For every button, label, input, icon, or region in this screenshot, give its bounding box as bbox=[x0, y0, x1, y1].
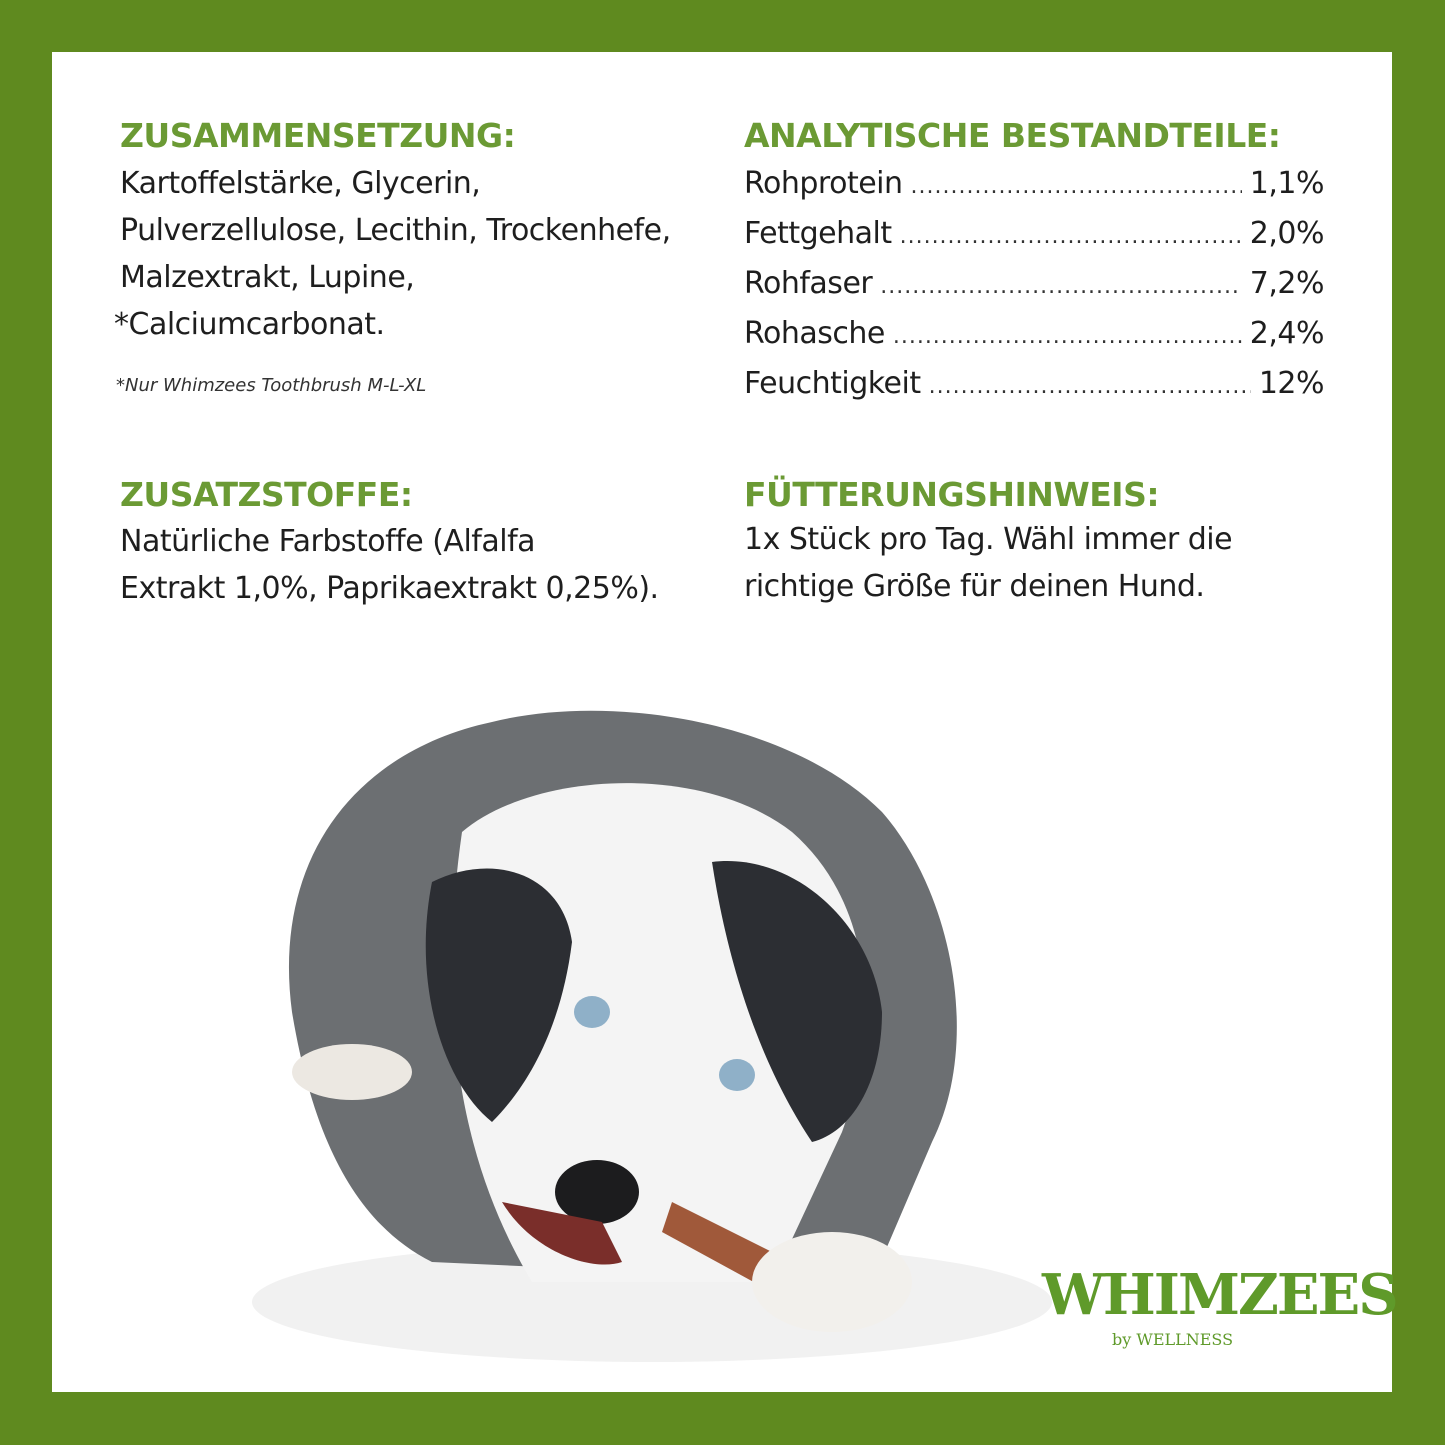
footnote: *Nur Whimzees Toothbrush M-L-XL bbox=[116, 375, 427, 396]
composition-line: Pulverzellulose, Lecithin, Trockenhefe, bbox=[120, 213, 671, 248]
composition-line: Malzextrakt, Lupine, bbox=[120, 260, 415, 295]
analytical-row: Rohfaser 7,2% bbox=[744, 260, 1325, 310]
additives-text: Natürliche Farbstoffe (Alfalfa Extrakt 1… bbox=[120, 518, 659, 612]
composition-text: Kartoffelstärke, Glycerin, Pulverzellulo… bbox=[114, 160, 671, 348]
analytical-row: Feuchtigkeit 12% bbox=[744, 360, 1325, 410]
dog-photo bbox=[252, 710, 1052, 1362]
logo-brand: WHIMZEES bbox=[1042, 1262, 1399, 1328]
row-value: 2,4% bbox=[1249, 316, 1325, 351]
leader-dots bbox=[929, 363, 1251, 410]
analytical-table: Rohprotein 1,1% Fettgehalt 2,0% Rohfaser 7,… bbox=[744, 160, 1325, 410]
info-panel: ZUSAMMENSETZUNG: Kartoffelstärke, Glycer… bbox=[52, 52, 1399, 1392]
leader-dots bbox=[880, 263, 1242, 310]
row-value: 7,2% bbox=[1249, 266, 1325, 301]
whimzees-logo: WHIMZEES by WELLNESS bbox=[1042, 1262, 1399, 1349]
analytical-row: Rohprotein 1,1% bbox=[744, 160, 1325, 210]
row-label: Rohasche bbox=[744, 316, 885, 351]
composition-line: Kartoffelstärke, Glycerin, bbox=[120, 166, 481, 201]
feeding-text: 1x Stück pro Tag. Wähl immer die richtig… bbox=[744, 516, 1233, 610]
composition-title: ZUSAMMENSETZUNG: bbox=[120, 116, 516, 155]
leader-dots bbox=[900, 213, 1242, 260]
row-label: Fettgehalt bbox=[744, 216, 892, 251]
row-value: 2,0% bbox=[1249, 216, 1325, 251]
additives-line: Extrakt 1,0%, Paprikaextrakt 0,25%). bbox=[120, 571, 659, 606]
analytical-title: ANALYTISCHE BESTANDTEILE: bbox=[744, 116, 1281, 155]
feeding-title: FÜTTERUNGSHINWEIS: bbox=[744, 475, 1160, 514]
row-label: Feuchtigkeit bbox=[744, 366, 921, 401]
row-label: Rohprotein bbox=[744, 166, 903, 201]
logo-sub: by WELLNESS bbox=[1112, 1330, 1234, 1349]
additives-title: ZUSATZSTOFFE: bbox=[120, 475, 413, 514]
row-value: 1,1% bbox=[1249, 166, 1325, 201]
leader-dots bbox=[893, 313, 1242, 360]
additives-line: Natürliche Farbstoffe (Alfalfa bbox=[120, 524, 536, 559]
feeding-line: richtige Größe für deinen Hund. bbox=[744, 569, 1205, 604]
feeding-line: 1x Stück pro Tag. Wähl immer die bbox=[744, 522, 1233, 557]
analytical-row: Fettgehalt 2,0% bbox=[744, 210, 1325, 260]
row-value: 12% bbox=[1258, 366, 1325, 401]
leader-dots bbox=[911, 163, 1242, 210]
composition-line: *Calciumcarbonat. bbox=[114, 307, 385, 342]
analytical-row: Rohasche 2,4% bbox=[744, 310, 1325, 360]
row-label: Rohfaser bbox=[744, 266, 873, 301]
